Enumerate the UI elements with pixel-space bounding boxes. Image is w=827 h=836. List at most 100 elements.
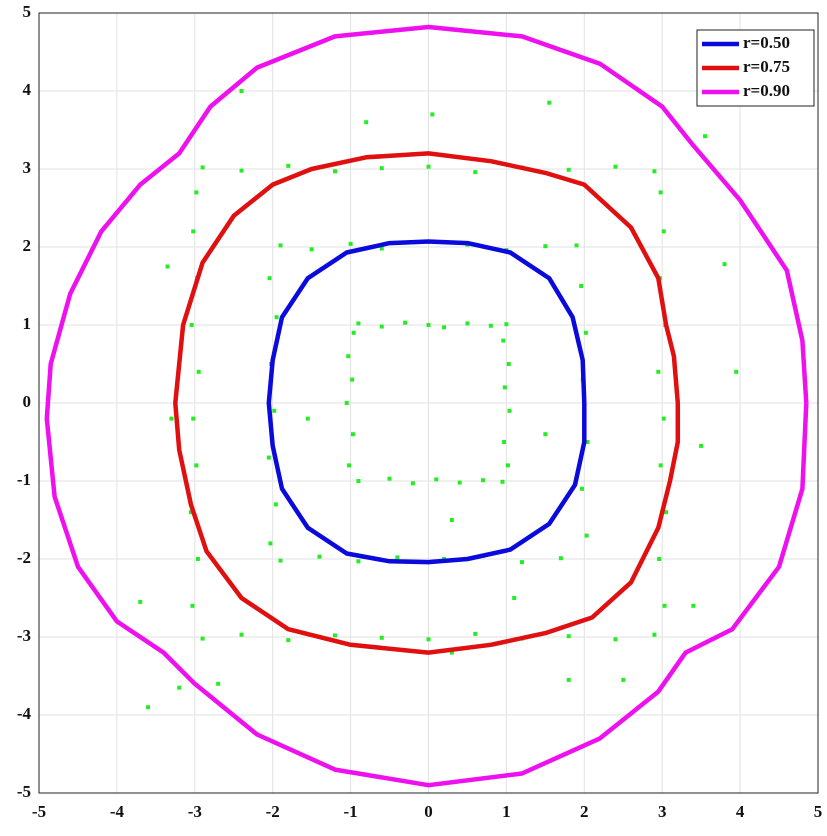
scatter-point: [200, 165, 205, 170]
scatter-point: [473, 631, 478, 636]
scatter-point: [621, 677, 626, 682]
scatter-point: [272, 408, 277, 413]
scatter-point: [566, 634, 571, 639]
scatter-point: [191, 229, 196, 234]
y-tick-label: 3: [23, 158, 32, 177]
y-tick-label: -5: [17, 782, 31, 801]
scatter-point: [317, 554, 322, 559]
scatter-point: [505, 463, 510, 468]
scatter-point: [442, 325, 447, 330]
scatter-point: [699, 443, 704, 448]
scatter-point: [613, 637, 618, 642]
scatter-point: [346, 354, 351, 359]
scatter-point: [333, 633, 338, 638]
scatter-point: [194, 190, 199, 195]
scatter-point: [664, 510, 669, 515]
x-tick-label: 3: [658, 802, 667, 821]
scatter-point: [177, 685, 182, 690]
scatter-point: [501, 338, 506, 343]
scatter-point: [473, 170, 478, 175]
scatter-point: [239, 168, 244, 173]
scatter-point: [457, 480, 462, 485]
scatter-point: [558, 556, 563, 561]
scatter-point: [504, 322, 509, 327]
scatter-point: [379, 635, 384, 640]
scatter-point: [722, 262, 727, 267]
scatter-point: [268, 541, 273, 546]
x-tick-label: -5: [32, 802, 46, 821]
scatter-point: [652, 632, 657, 637]
scatter-point: [216, 681, 221, 686]
x-tick-label: -3: [188, 802, 202, 821]
scatter-point: [449, 518, 454, 522]
scatter-point: [543, 432, 548, 437]
y-tick-label: 2: [23, 236, 32, 255]
scatter-point: [585, 440, 590, 444]
scatter-point: [403, 320, 408, 325]
scatter-point: [502, 440, 507, 444]
scatter-point: [379, 324, 384, 329]
scatter-point: [333, 169, 338, 174]
scatter-point: [348, 241, 353, 246]
legend-label: r=0.50: [743, 33, 790, 52]
scatter-point: [519, 560, 524, 565]
y-tick-label: 5: [23, 2, 32, 21]
y-tick-label: -1: [17, 470, 31, 489]
scatter-point: [583, 330, 588, 335]
legend-label: r=0.75: [743, 57, 790, 76]
scatter-point: [574, 243, 579, 248]
scatter-point: [195, 557, 200, 561]
x-tick-label: 1: [502, 802, 511, 821]
x-tick-label: 5: [814, 802, 823, 821]
scatter-point: [395, 555, 400, 560]
scatter-point: [347, 463, 352, 468]
y-tick-label: 1: [23, 314, 32, 333]
scatter-point: [434, 477, 439, 482]
scatter-point: [410, 481, 415, 486]
scatter-point: [613, 164, 618, 169]
x-tick-label: 4: [736, 802, 745, 821]
y-tick-label: 4: [23, 80, 32, 99]
y-tick-label: -4: [17, 704, 32, 723]
scatter-point: [512, 596, 517, 600]
scatter-point: [379, 246, 384, 251]
scatter-point: [191, 416, 196, 421]
scatter-point: [189, 323, 194, 327]
scatter-point: [364, 120, 369, 125]
scatter-point: [356, 321, 361, 326]
scatter-point: [656, 369, 661, 374]
scatter-point: [138, 599, 143, 604]
scatter-point: [286, 163, 291, 168]
scatter-point: [488, 323, 493, 328]
legend: r=0.50 r=0.75 r=0.90: [696, 29, 815, 107]
scatter-point: [188, 510, 193, 515]
scatter-point: [350, 377, 355, 382]
scatter-point: [507, 408, 512, 413]
scatter-point: [305, 416, 310, 421]
scatter-point: [579, 486, 584, 491]
scatter-point: [146, 705, 151, 710]
scatter-point: [506, 362, 511, 366]
scatter-point: [344, 401, 349, 405]
scatter-point: [566, 167, 571, 172]
axes-frame: [38, 12, 819, 794]
scatter-point: [196, 369, 201, 374]
scatter-point: [430, 112, 435, 117]
x-tick-label: -2: [266, 802, 280, 821]
y-tick-label: -3: [17, 626, 31, 645]
scatter-point: [566, 677, 571, 682]
scatter-point: [350, 432, 355, 437]
scatter-point: [200, 636, 205, 641]
scatter-point: [387, 476, 392, 481]
scatter-point: [543, 244, 548, 249]
scatter-point: [309, 247, 314, 252]
scatter-point: [657, 557, 662, 561]
contour-line: [266, 239, 587, 565]
scatter-point: [691, 603, 696, 608]
scatter-point: [356, 559, 361, 564]
scatter-point: [426, 323, 431, 327]
x-tick-label: -4: [110, 802, 125, 821]
scatter-point: [500, 479, 505, 484]
x-tick-label: 0: [424, 802, 433, 821]
